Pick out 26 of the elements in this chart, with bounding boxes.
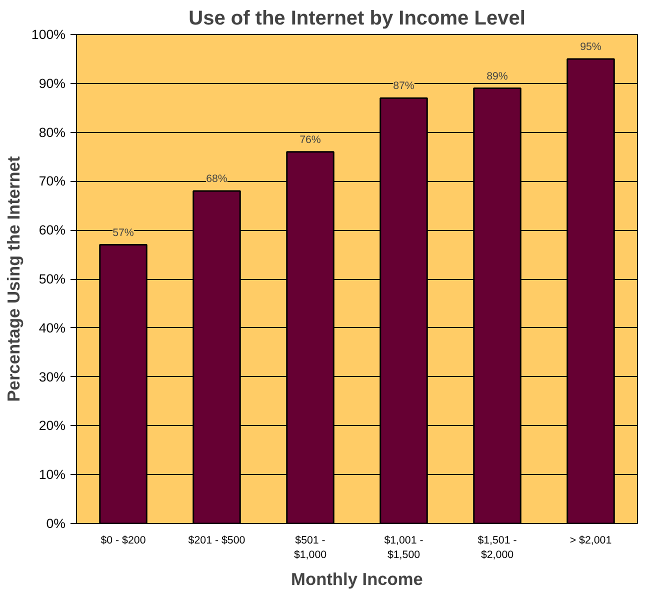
y-tick-label: 40% bbox=[38, 320, 66, 336]
chart-title: Use of the Internet by Income Level bbox=[188, 8, 526, 30]
y-tick-label: 60% bbox=[38, 222, 66, 238]
y-tick-label: 90% bbox=[38, 76, 66, 91]
y-tick-label: 70% bbox=[38, 174, 66, 189]
y-tick-label: 80% bbox=[38, 124, 66, 140]
y-tick-label: 20% bbox=[38, 418, 66, 434]
y-tick-label: 30% bbox=[38, 369, 66, 384]
x-tick-label: $501 - $1,000 bbox=[294, 534, 327, 561]
x-tick-label: > $2,001 bbox=[570, 534, 612, 546]
y-tick-label: 100% bbox=[31, 27, 66, 42]
x-tick-label: $1,001 - $1,500 bbox=[384, 534, 424, 561]
data-label: 87% bbox=[393, 80, 415, 92]
y-tick-label: 50% bbox=[38, 272, 66, 286]
x-axis-title: Monthly Income bbox=[291, 568, 424, 589]
x-tick-label: $0 - $200 bbox=[100, 534, 146, 546]
data-label: 89% bbox=[486, 70, 508, 82]
data-label: 68% bbox=[206, 172, 228, 185]
x-tick-label: $201 - $500 bbox=[188, 534, 246, 546]
y-axis-title: Percentage Using the Internet bbox=[3, 156, 24, 402]
data-label: 57% bbox=[112, 226, 134, 239]
x-tick-label: $1,501 - $2,000 bbox=[478, 534, 518, 561]
y-tick-label: 10% bbox=[38, 467, 66, 482]
y-tick-label: 0% bbox=[46, 516, 66, 531]
data-label: 95% bbox=[580, 40, 602, 53]
data-label: 76% bbox=[300, 134, 322, 146]
